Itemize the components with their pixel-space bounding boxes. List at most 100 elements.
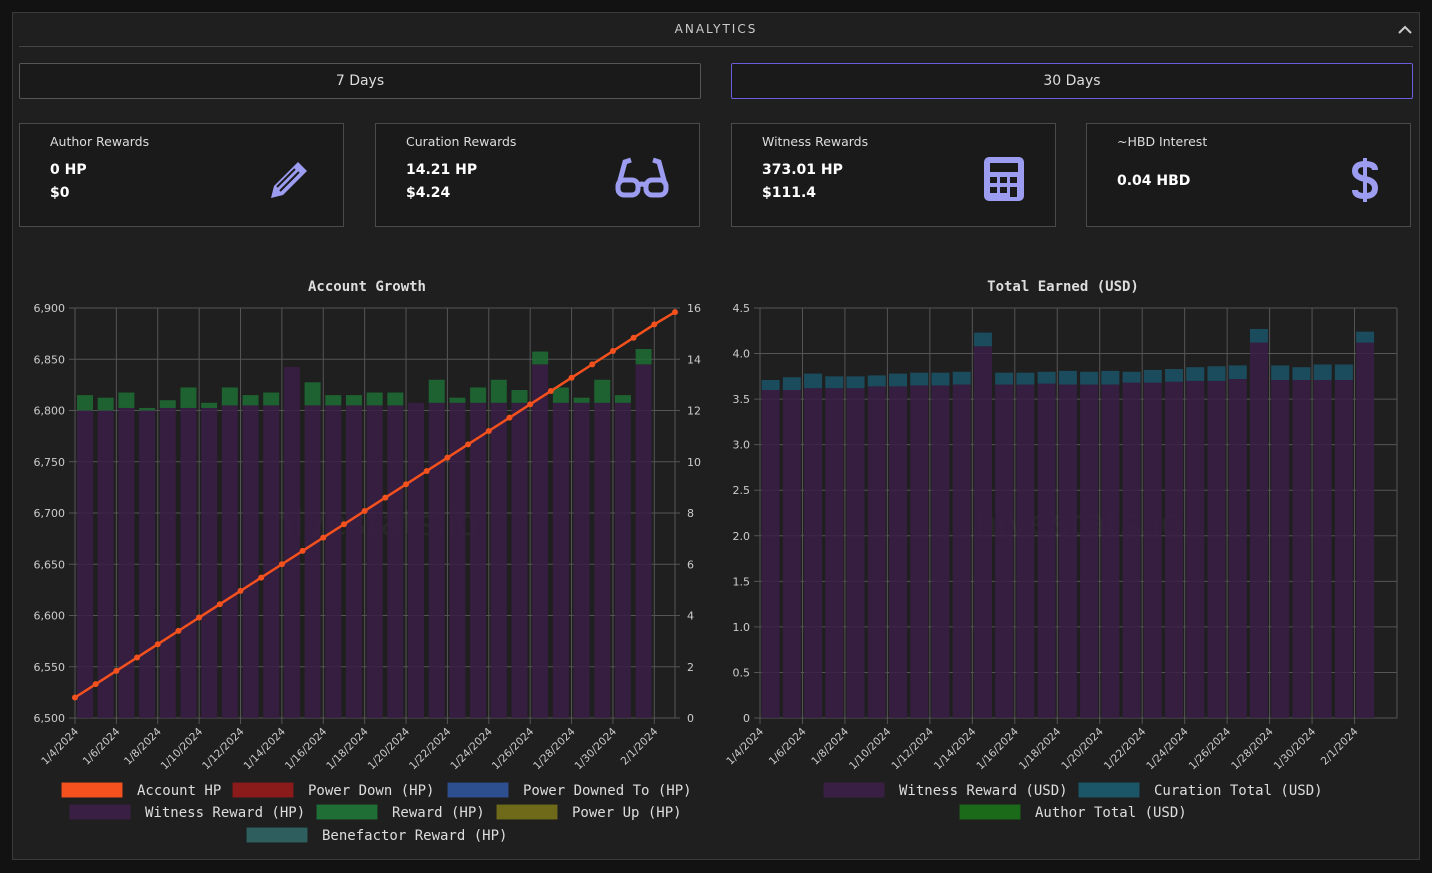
bar xyxy=(325,395,342,406)
x-tick-label: 1/24/2024 xyxy=(1144,725,1191,772)
legend-label: Reward (HP) xyxy=(392,805,485,821)
x-tick-label: 2/1/2024 xyxy=(619,725,661,767)
bar xyxy=(387,392,404,406)
bar xyxy=(995,384,1014,718)
pencil-icon xyxy=(271,162,307,198)
x-tick-label: 1/4/2024 xyxy=(724,725,766,767)
line-point xyxy=(340,521,347,528)
line-point xyxy=(465,441,472,448)
bar xyxy=(910,372,929,386)
legend-swatch xyxy=(496,804,558,820)
bar xyxy=(97,397,114,411)
bar xyxy=(428,379,445,403)
legend-label: Witness Reward (USD) xyxy=(899,783,1068,799)
card-value: $4.24 xyxy=(406,185,451,201)
line-point xyxy=(382,494,389,501)
legend-swatch xyxy=(447,782,509,798)
y-tick-label: 6,550 xyxy=(34,661,66,674)
bar xyxy=(867,386,886,718)
panel-title: ANALYTICS xyxy=(674,22,758,36)
legend-label: Power Up (HP) xyxy=(572,805,682,821)
bar xyxy=(325,405,342,718)
x-tick-label: 1/12/2024 xyxy=(889,725,936,772)
bar xyxy=(139,410,156,718)
line-point xyxy=(154,641,161,648)
line-point xyxy=(113,667,120,674)
y-tick-label: 6,700 xyxy=(34,507,66,520)
bar xyxy=(825,376,844,389)
x-tick-label: 1/8/2024 xyxy=(122,725,164,767)
x-tick-label: 1/8/2024 xyxy=(809,725,851,767)
card-label: ~HBD Interest xyxy=(1117,134,1208,149)
bar xyxy=(159,407,176,718)
line-point xyxy=(196,614,203,621)
card-value: 0 HP xyxy=(50,162,87,178)
bar xyxy=(1165,369,1184,382)
bar xyxy=(995,372,1014,385)
bar xyxy=(552,387,569,403)
bar xyxy=(490,379,507,403)
bar xyxy=(1292,379,1311,718)
card-value: $0 xyxy=(50,185,70,201)
x-tick-label: 1/22/2024 xyxy=(1102,725,1149,772)
bar xyxy=(594,402,611,718)
x-tick-label: 1/20/2024 xyxy=(366,725,413,772)
bar xyxy=(635,349,652,365)
legend-label: Power Down (HP) xyxy=(308,783,434,799)
bar xyxy=(761,379,780,390)
line-point xyxy=(527,401,534,408)
bar xyxy=(1101,384,1120,718)
x-tick-label: 1/28/2024 xyxy=(531,725,578,772)
line-point xyxy=(423,467,430,474)
y-tick-label: 1.5 xyxy=(733,575,751,588)
legend-swatch xyxy=(232,782,294,798)
legend-swatch xyxy=(316,804,378,820)
bar xyxy=(201,407,218,718)
bar xyxy=(782,377,801,390)
bar xyxy=(846,388,865,718)
bar xyxy=(1207,366,1226,381)
glasses-icon xyxy=(615,157,669,198)
bar xyxy=(1334,364,1353,380)
line-point xyxy=(485,428,492,434)
legend-swatch xyxy=(823,782,885,798)
line-point xyxy=(299,547,306,554)
bar xyxy=(804,373,823,389)
bar xyxy=(532,364,549,718)
card-value: 373.01 HP xyxy=(762,162,843,178)
legend-label: Curation Total (USD) xyxy=(1154,783,1323,799)
bar xyxy=(345,405,362,718)
bar xyxy=(1313,379,1332,718)
bar xyxy=(1037,371,1056,384)
line-point xyxy=(568,374,575,381)
x-tick-label: 1/16/2024 xyxy=(283,725,330,772)
bar xyxy=(408,402,425,718)
bar xyxy=(804,388,823,718)
bar xyxy=(345,395,362,406)
period-button[interactable]: 7 Days xyxy=(19,63,701,99)
bar xyxy=(242,405,259,718)
bar xyxy=(1186,380,1205,718)
x-tick-label: 1/18/2024 xyxy=(1017,725,1064,772)
bar xyxy=(1271,365,1290,380)
collapse-icon[interactable] xyxy=(1397,23,1413,35)
line-point xyxy=(630,334,637,341)
line-point xyxy=(672,309,678,316)
y2-tick-label: 2 xyxy=(687,661,694,674)
period-button[interactable]: 30 Days xyxy=(731,63,1413,99)
line-point xyxy=(237,587,244,594)
card-label: Curation Rewards xyxy=(406,134,517,149)
y-tick-label: 0.5 xyxy=(733,666,751,679)
bar xyxy=(428,402,445,718)
bar xyxy=(449,397,466,403)
y2-tick-label: 12 xyxy=(687,405,701,418)
x-tick-label: 1/26/2024 xyxy=(1187,725,1234,772)
y2-tick-label: 14 xyxy=(687,353,701,366)
bar xyxy=(387,405,404,718)
y2-tick-label: 10 xyxy=(687,456,701,469)
bar xyxy=(304,405,321,718)
y-tick-label: 4.5 xyxy=(733,302,751,315)
bar xyxy=(1122,371,1141,383)
bar xyxy=(825,388,844,718)
line-point xyxy=(175,627,182,634)
